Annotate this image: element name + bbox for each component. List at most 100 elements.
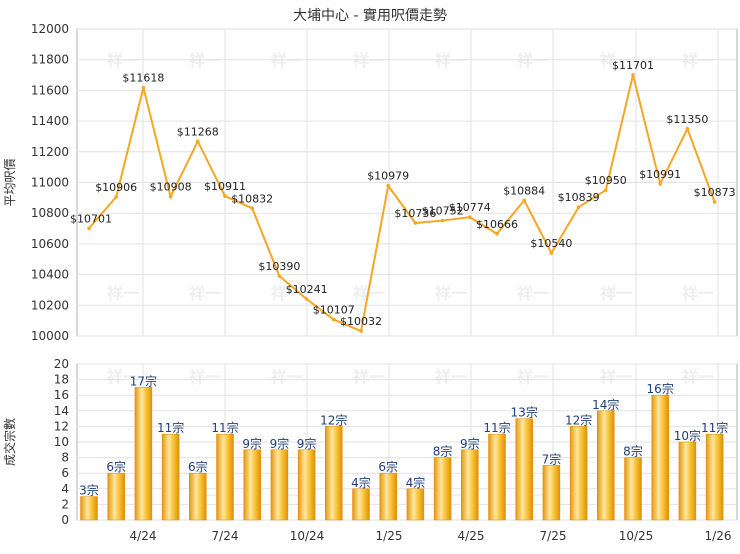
line-watermark: 祥一 xyxy=(271,51,303,70)
x-tick-label: 4/24 xyxy=(130,529,157,543)
line-y-tick-label: 11800 xyxy=(31,53,69,67)
line-y-tick-label: 10600 xyxy=(31,237,69,251)
line-watermark: 祥一 xyxy=(517,51,549,70)
transaction-bar xyxy=(270,449,289,521)
price-data-label: $10839 xyxy=(558,191,600,204)
transaction-data-label: 8宗 xyxy=(433,444,453,459)
bar-watermark: 祥一 xyxy=(189,368,221,387)
price-data-label: $10752 xyxy=(422,205,464,218)
price-data-label: $10979 xyxy=(367,170,409,183)
price-data-label: $11701 xyxy=(612,59,654,72)
bar-y-tick-label: 14 xyxy=(54,404,69,418)
bar-y-tick-label: 8 xyxy=(61,451,69,465)
transaction-data-label: 13宗 xyxy=(511,405,538,420)
line-watermark: 祥一 xyxy=(107,51,139,70)
bar-watermark: 祥一 xyxy=(271,368,303,387)
transaction-data-label: 17宗 xyxy=(130,373,157,388)
transaction-data-label: 4宗 xyxy=(351,475,371,490)
x-tick-label: 4/25 xyxy=(458,529,485,543)
transaction-bar xyxy=(488,433,506,521)
line-watermark: 祥一 xyxy=(517,284,549,303)
x-tick-label: 1/26 xyxy=(705,529,732,543)
line-watermark: 祥一 xyxy=(107,284,139,303)
bar-watermark: 祥一 xyxy=(435,368,467,387)
price-point xyxy=(468,215,472,219)
line-watermark: 祥一 xyxy=(682,51,714,70)
line-y-tick-label: 10200 xyxy=(31,298,69,312)
line-y-tick-label: 11600 xyxy=(31,83,69,97)
line-y-tick-label: 10000 xyxy=(31,329,69,343)
price-point xyxy=(604,188,608,192)
price-data-label: $10774 xyxy=(449,201,491,214)
x-tick-label: 7/24 xyxy=(212,529,239,543)
transaction-data-label: 6宗 xyxy=(378,459,398,474)
line-watermark: 祥一 xyxy=(435,51,467,70)
bar-y-tick-label: 10 xyxy=(54,435,69,449)
price-point xyxy=(114,195,118,199)
price-point xyxy=(576,205,581,210)
price-data-label: $10032 xyxy=(340,315,382,328)
price-point xyxy=(277,274,282,278)
transaction-bar xyxy=(542,465,561,521)
x-tick-label: 7/25 xyxy=(540,529,567,543)
line-y-tick-label: 11000 xyxy=(31,176,69,190)
transaction-bar xyxy=(597,410,615,521)
transaction-data-label: 9宗 xyxy=(460,436,480,451)
line-y-tick-label: 10800 xyxy=(31,206,69,220)
transaction-bar xyxy=(461,449,479,521)
transaction-data-label: 4宗 xyxy=(406,475,426,490)
price-data-label: $10540 xyxy=(530,237,572,250)
price-data-label: $11618 xyxy=(122,72,164,85)
bar-y-axis-label: 成交宗數 xyxy=(2,418,17,466)
transaction-bar xyxy=(216,433,234,521)
bar-y-tick-label: 2 xyxy=(61,497,69,511)
transaction-data-label: 11宗 xyxy=(157,420,184,435)
transaction-bar xyxy=(569,426,588,521)
transaction-bar xyxy=(406,488,425,521)
chart-title: 大埔中心 - 實用呎價走勢 xyxy=(293,7,447,24)
x-tick-label: 10/24 xyxy=(290,529,325,543)
bar-watermark: 祥一 xyxy=(353,368,385,387)
transaction-data-label: 12宗 xyxy=(565,412,592,427)
bar-y-tick-label: 6 xyxy=(61,466,69,480)
transaction-bar xyxy=(243,449,261,521)
transaction-data-label: 10宗 xyxy=(674,428,701,443)
price-point xyxy=(386,183,391,188)
transaction-bar xyxy=(651,394,669,521)
transaction-bar xyxy=(107,472,125,521)
line-y-tick-label: 11200 xyxy=(31,145,69,159)
transaction-data-label: 3宗 xyxy=(79,483,99,498)
transaction-bar xyxy=(352,488,370,521)
price-point xyxy=(631,73,635,77)
transaction-data-label: 8宗 xyxy=(623,444,643,459)
transaction-bar xyxy=(134,387,153,521)
price-data-label: $10906 xyxy=(95,181,137,194)
price-point xyxy=(413,221,418,225)
price-data-label: $10666 xyxy=(476,218,518,231)
transaction-bar xyxy=(678,441,697,521)
price-data-label: $10832 xyxy=(231,192,273,205)
bar-y-tick-label: 16 xyxy=(54,388,69,402)
line-y-tick-label: 10400 xyxy=(31,268,69,282)
bar-y-tick-label: 0 xyxy=(61,513,69,527)
transaction-data-label: 6宗 xyxy=(106,459,126,474)
price-data-label: $11350 xyxy=(666,113,708,126)
price-point xyxy=(250,206,254,211)
price-point xyxy=(332,317,336,322)
transaction-data-label: 11宗 xyxy=(483,420,510,435)
price-point xyxy=(658,182,662,186)
transaction-bar xyxy=(624,457,642,521)
line-y-tick-label: 12000 xyxy=(31,22,69,36)
price-data-label: $10701 xyxy=(70,212,112,225)
price-data-label: $10884 xyxy=(503,184,545,197)
price-point xyxy=(304,297,309,301)
price-point xyxy=(196,139,200,144)
transaction-data-label: 7宗 xyxy=(542,451,562,466)
price-data-label: $10950 xyxy=(585,174,627,187)
bar-watermark: 祥一 xyxy=(517,368,549,387)
transaction-bar xyxy=(80,496,98,521)
transaction-bar xyxy=(433,457,452,521)
price-point xyxy=(522,198,526,203)
price-data-label: $11268 xyxy=(177,125,219,138)
